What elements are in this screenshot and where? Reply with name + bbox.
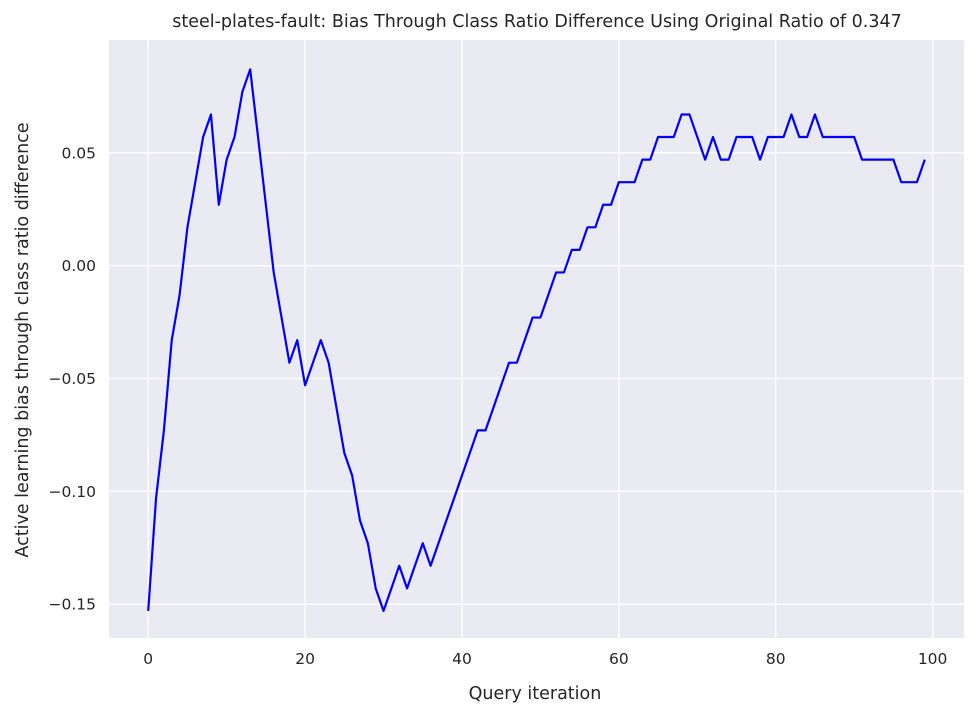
- x-tick-label: 60: [609, 650, 629, 668]
- x-axis-label: Query iteration: [469, 684, 602, 704]
- y-axis-ticks: −0.15 −0.10 −0.05 0.00 0.05: [49, 144, 97, 613]
- x-axis-ticks: 0 20 40 60 80 100: [143, 650, 947, 668]
- y-axis-label: Active learning bias through class ratio…: [13, 122, 33, 557]
- y-tick-label: 0.05: [61, 144, 96, 162]
- series-line-0: [147, 68, 926, 613]
- y-tick-label: −0.05: [49, 370, 97, 388]
- y-tick-label: 0.00: [61, 257, 96, 275]
- x-tick-label: 20: [295, 650, 315, 668]
- series-layer: [147, 68, 926, 613]
- x-tick-label: 40: [452, 650, 472, 668]
- x-tick-label: 0: [143, 650, 153, 668]
- plot-area: [109, 40, 964, 638]
- chart-title: steel-plates-fault: Bias Through Class R…: [172, 12, 902, 32]
- y-tick-label: −0.15: [49, 596, 97, 614]
- y-tick-label: −0.10: [49, 483, 97, 501]
- x-tick-label: 80: [766, 650, 786, 668]
- x-tick-label: 100: [918, 650, 948, 668]
- grid: [109, 40, 964, 638]
